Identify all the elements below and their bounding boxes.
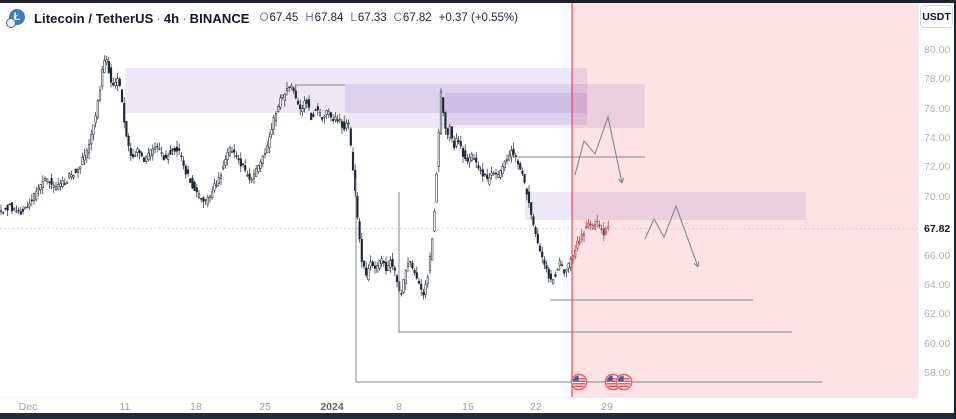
arrowhead: [618, 178, 623, 184]
supply-zone[interactable]: [445, 93, 587, 125]
close-label: C: [393, 12, 402, 24]
close-value: 67.82: [402, 12, 432, 24]
price-axis[interactable]: USDT 80.00 78.00 76.00 74.00 72.00 70.00 66.00…: [918, 3, 954, 397]
time-axis-label: 2024: [320, 401, 344, 413]
exchange-mini-logo-icon: [6, 17, 16, 28]
last-price-label: 67.82: [924, 222, 951, 235]
currency-toggle-button[interactable]: USDT: [920, 5, 953, 28]
supply-zone[interactable]: [125, 68, 587, 113]
price-axis-label: 60.00: [924, 337, 951, 350]
time-axis-label: 22: [530, 401, 542, 413]
price-axis-label: 58.00: [924, 366, 951, 379]
price-axis-label: 72.00: [924, 161, 951, 174]
time-axis-label: 29: [601, 401, 613, 413]
time-axis-label: 8: [396, 401, 402, 413]
window-border-right: [954, 0, 956, 419]
time-axis-label: Dec: [18, 401, 38, 413]
projection-arrow[interactable]: [574, 114, 623, 184]
open-label: O: [259, 12, 269, 24]
time-axis-label: 25: [259, 401, 271, 413]
separator-dot: ·: [156, 10, 161, 26]
time-axis-label: 15: [462, 401, 474, 413]
price-axis-label: 64.00: [924, 278, 951, 291]
open-value: 67.45: [269, 12, 299, 24]
symbol-title[interactable]: Litecoin / TetherUS · 4h · BINANCE: [34, 11, 250, 26]
replay-overlay: [572, 3, 918, 397]
economic-event-flag-icon[interactable]: [570, 373, 588, 391]
arrowhead: [697, 261, 700, 268]
litecoin-logo-icon[interactable]: Ł: [6, 8, 27, 28]
arrowhead: [693, 262, 699, 268]
price-axis-label: 66.00: [924, 249, 951, 262]
candlestick-series[interactable]: [0, 55, 610, 300]
trend-line[interactable]: [355, 178, 822, 383]
supply-zones[interactable]: [125, 68, 806, 220]
change-value: +0.37 (+0.55%): [438, 12, 518, 24]
projection-arrows[interactable]: [574, 114, 700, 268]
exchange-label[interactable]: BINANCE: [189, 10, 250, 26]
price-axis-label: 74.00: [924, 132, 951, 145]
low-label: L: [350, 12, 357, 24]
high-value: 67.84: [314, 12, 344, 24]
window-border-top: [0, 0, 956, 3]
economic-event-flag-icon[interactable]: [615, 373, 633, 391]
timeframe-label[interactable]: 4h: [163, 10, 180, 26]
window-border-bottom: [0, 413, 956, 419]
price-axis-label: 76.00: [924, 102, 951, 115]
supply-zone[interactable]: [345, 84, 645, 128]
event-flags[interactable]: [570, 373, 633, 391]
arrowhead: [621, 177, 625, 184]
trend-lines[interactable]: [295, 84, 822, 383]
projection-arrow[interactable]: [644, 204, 699, 268]
separator-dot: ·: [182, 10, 187, 26]
symbol-name[interactable]: Litecoin / TetherUS: [34, 10, 154, 26]
price-axis-label: 70.00: [924, 190, 951, 203]
chart-legend: Ł Litecoin / TetherUS · 4h · BINANCE O67.45 …: [6, 7, 518, 29]
low-value: 67.33: [357, 12, 387, 24]
price-axis-label: 78.00: [924, 73, 951, 86]
ohlc-readout: O67.45 H67.84 L67.33 C67.82 +0.37 (+0.55…: [260, 12, 518, 24]
time-axis-label: 11: [119, 401, 131, 413]
time-axis-label: 18: [190, 401, 202, 413]
trend-line[interactable]: [398, 191, 792, 333]
price-axis-label: 80.00: [924, 44, 951, 56]
high-label: H: [305, 12, 314, 24]
time-axis[interactable]: Dec 11 18 25 2024 8 15 22 29: [0, 397, 918, 413]
price-axis-label: 62.00: [924, 308, 951, 321]
